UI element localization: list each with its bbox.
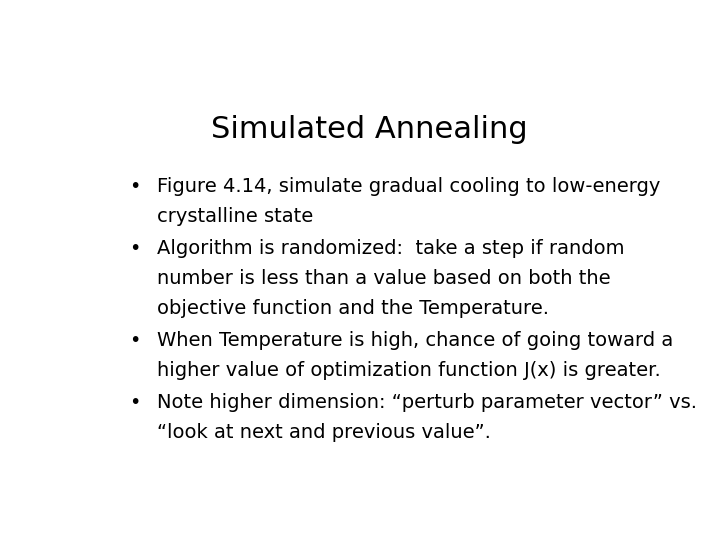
Text: •: • bbox=[129, 177, 140, 196]
Text: •: • bbox=[129, 393, 140, 412]
Text: Simulated Annealing: Simulated Annealing bbox=[211, 114, 527, 144]
Text: objective function and the Temperature.: objective function and the Temperature. bbox=[157, 299, 549, 318]
Text: •: • bbox=[129, 239, 140, 258]
Text: •: • bbox=[129, 331, 140, 350]
Text: Algorithm is randomized:  take a step if random: Algorithm is randomized: take a step if … bbox=[157, 239, 624, 258]
Text: Note higher dimension: “perturb parameter vector” vs.: Note higher dimension: “perturb paramete… bbox=[157, 393, 697, 412]
Text: crystalline state: crystalline state bbox=[157, 207, 313, 226]
Text: higher value of optimization function J(x) is greater.: higher value of optimization function J(… bbox=[157, 361, 661, 380]
Text: When Temperature is high, chance of going toward a: When Temperature is high, chance of goin… bbox=[157, 331, 673, 350]
Text: Figure 4.14, simulate gradual cooling to low-energy: Figure 4.14, simulate gradual cooling to… bbox=[157, 177, 660, 196]
Text: number is less than a value based on both the: number is less than a value based on bot… bbox=[157, 269, 611, 288]
Text: “look at next and previous value”.: “look at next and previous value”. bbox=[157, 423, 491, 442]
